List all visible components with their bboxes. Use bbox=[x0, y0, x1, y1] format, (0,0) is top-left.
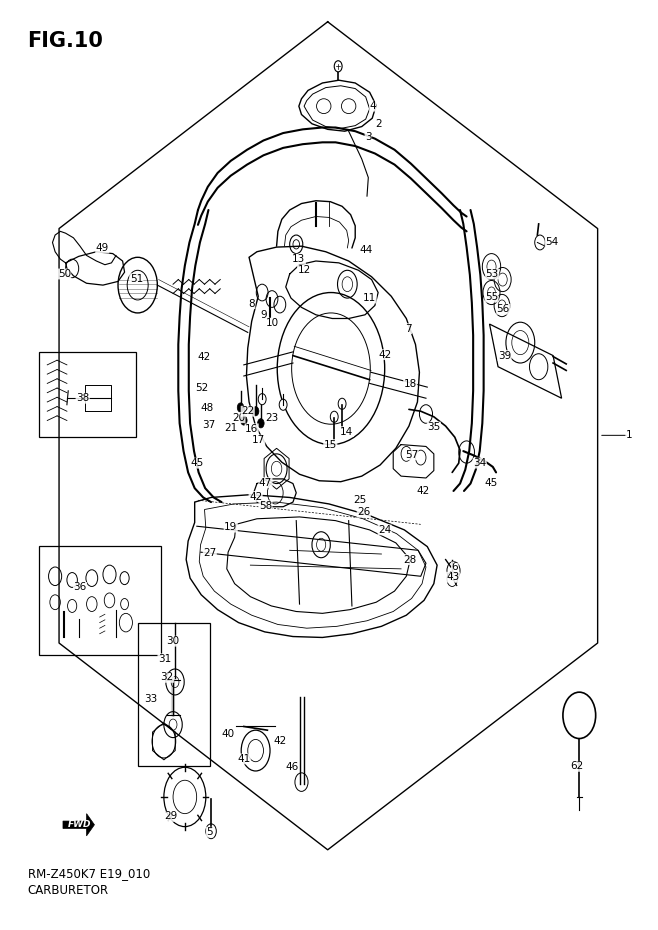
Text: 45: 45 bbox=[191, 458, 204, 468]
Text: 42: 42 bbox=[249, 492, 263, 501]
Text: 18: 18 bbox=[403, 379, 417, 390]
Text: 50: 50 bbox=[58, 269, 71, 279]
Text: 4: 4 bbox=[370, 101, 376, 112]
Text: 14: 14 bbox=[340, 427, 353, 436]
Text: 16: 16 bbox=[245, 424, 259, 433]
Text: 35: 35 bbox=[427, 422, 440, 432]
Text: 41: 41 bbox=[237, 754, 251, 764]
Text: 29: 29 bbox=[164, 811, 177, 821]
Circle shape bbox=[279, 399, 287, 410]
Text: FIG.10: FIG.10 bbox=[28, 31, 103, 51]
Text: 13: 13 bbox=[292, 254, 305, 264]
Text: 3: 3 bbox=[365, 132, 372, 141]
Text: 28: 28 bbox=[403, 554, 417, 565]
Text: 42: 42 bbox=[379, 350, 392, 360]
Text: 44: 44 bbox=[359, 245, 372, 255]
Text: 32: 32 bbox=[161, 672, 174, 683]
Circle shape bbox=[252, 406, 259, 416]
Text: 9: 9 bbox=[260, 310, 266, 320]
Circle shape bbox=[257, 418, 264, 428]
Text: 31: 31 bbox=[158, 654, 171, 664]
Text: 42: 42 bbox=[416, 486, 429, 496]
Text: 6: 6 bbox=[451, 562, 458, 572]
Text: 15: 15 bbox=[324, 440, 337, 449]
Text: 12: 12 bbox=[297, 265, 311, 275]
Text: 10: 10 bbox=[265, 318, 278, 328]
Text: 26: 26 bbox=[357, 507, 370, 517]
Text: 46: 46 bbox=[285, 763, 298, 772]
Text: 53: 53 bbox=[486, 269, 499, 279]
Text: 30: 30 bbox=[166, 636, 180, 646]
Text: 27: 27 bbox=[203, 548, 216, 558]
Text: 22: 22 bbox=[241, 406, 255, 417]
Text: 25: 25 bbox=[353, 496, 367, 505]
Text: 52: 52 bbox=[195, 383, 209, 393]
Text: 7: 7 bbox=[405, 324, 412, 334]
Text: 37: 37 bbox=[202, 420, 215, 431]
Text: 55: 55 bbox=[485, 292, 498, 302]
Text: 58: 58 bbox=[259, 500, 272, 511]
Text: 1: 1 bbox=[626, 431, 632, 440]
Text: 56: 56 bbox=[497, 304, 510, 314]
Text: 11: 11 bbox=[363, 293, 376, 303]
Text: 54: 54 bbox=[545, 237, 559, 247]
Text: 42: 42 bbox=[273, 737, 286, 746]
Circle shape bbox=[334, 60, 342, 72]
Text: 20: 20 bbox=[232, 413, 245, 423]
Text: 38: 38 bbox=[76, 393, 89, 404]
Text: 33: 33 bbox=[144, 694, 157, 704]
Text: 23: 23 bbox=[265, 413, 278, 423]
Text: 51: 51 bbox=[130, 273, 143, 284]
Text: 8: 8 bbox=[248, 299, 255, 309]
Text: RM-Z450K7 E19_010: RM-Z450K7 E19_010 bbox=[28, 868, 150, 881]
Text: 40: 40 bbox=[222, 729, 235, 739]
Text: 43: 43 bbox=[446, 572, 459, 582]
Circle shape bbox=[258, 393, 266, 405]
Text: 39: 39 bbox=[498, 351, 511, 361]
Text: 2: 2 bbox=[375, 119, 382, 128]
Circle shape bbox=[241, 416, 247, 425]
Polygon shape bbox=[63, 814, 95, 836]
Text: 45: 45 bbox=[485, 478, 498, 487]
Text: 42: 42 bbox=[198, 352, 211, 363]
Text: CARBURETOR: CARBURETOR bbox=[28, 884, 109, 897]
Text: 19: 19 bbox=[224, 522, 238, 532]
Text: 62: 62 bbox=[570, 762, 583, 771]
Circle shape bbox=[238, 403, 244, 412]
Text: 5: 5 bbox=[207, 827, 213, 837]
Text: FWD: FWD bbox=[68, 820, 91, 830]
Text: 57: 57 bbox=[405, 450, 418, 459]
Text: 47: 47 bbox=[259, 478, 272, 487]
Text: 36: 36 bbox=[74, 582, 87, 592]
Text: 21: 21 bbox=[224, 423, 238, 432]
Text: 24: 24 bbox=[378, 525, 392, 535]
Text: 48: 48 bbox=[201, 403, 214, 413]
Text: 17: 17 bbox=[251, 435, 265, 445]
Text: 49: 49 bbox=[95, 243, 109, 253]
Text: 34: 34 bbox=[473, 458, 486, 468]
